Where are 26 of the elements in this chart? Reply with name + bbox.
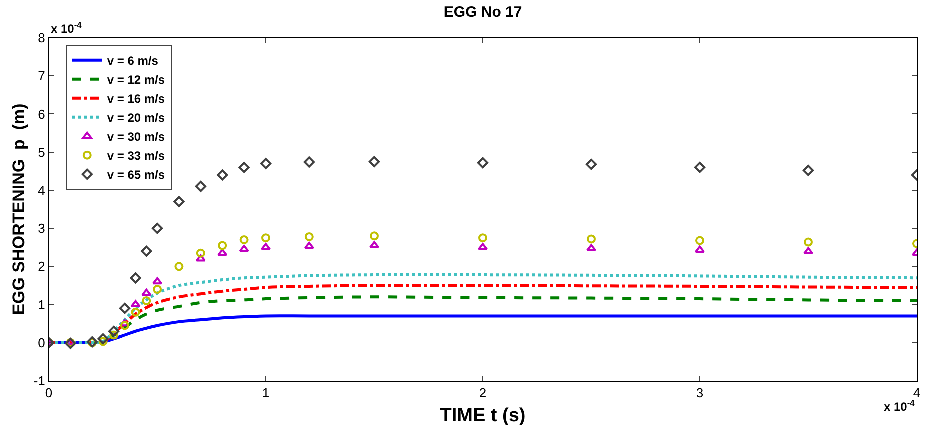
legend-label: v = 65 m/s: [107, 168, 166, 182]
y-tick-label: 8: [38, 30, 46, 46]
legend-label: v = 30 m/s: [107, 130, 166, 144]
x-tick-label: 4: [913, 386, 921, 401]
y-tick-label: 1: [38, 297, 46, 312]
chart-title: EGG No 17: [444, 4, 522, 21]
text: x 10$^{-4}$: [884, 398, 916, 414]
y-tick-label: -1: [34, 374, 46, 389]
y-tick-label: 6: [38, 106, 46, 122]
legend-label: v = 12 m/s: [107, 73, 166, 88]
y-tick-label: 2: [38, 259, 46, 274]
y-tick-label: 5: [38, 144, 46, 160]
x-tick-label: 1: [262, 386, 270, 401]
x-tick-label: 2: [479, 386, 487, 401]
y-tick-label: 0: [38, 335, 46, 350]
legend-label: v = 20 m/s: [107, 111, 166, 126]
legend-label: v = 16 m/s: [107, 92, 166, 106]
legend-label: v = 6 m/s: [107, 54, 159, 68]
x-axis-title: TIME t (s): [440, 405, 526, 426]
y-tick-label: 7: [38, 68, 46, 84]
legend-label: v = 33 m/s: [107, 149, 166, 164]
y-tick-label: 3: [38, 221, 46, 236]
x-tick-label: 3: [696, 386, 704, 401]
y-tick-label: 4: [38, 182, 46, 198]
y-axis-title: EGG SHORTENING p (m): [9, 104, 28, 316]
text: x 10$^{-4}$: [51, 20, 82, 36]
